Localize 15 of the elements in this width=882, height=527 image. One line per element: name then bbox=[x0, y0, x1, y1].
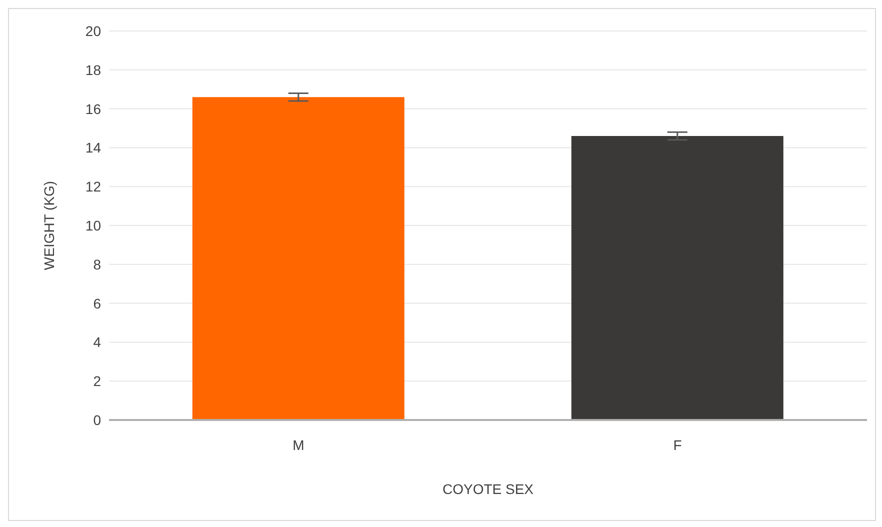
y-tick-label: 6 bbox=[93, 295, 102, 312]
y-tick-label: 10 bbox=[85, 217, 102, 234]
y-tick-label: 2 bbox=[93, 373, 102, 390]
x-tick-label: F bbox=[673, 436, 682, 453]
y-tick-label: 14 bbox=[85, 140, 102, 156]
y-tick-label: 0 bbox=[93, 412, 102, 428]
y-tick-label: 16 bbox=[85, 100, 102, 117]
y-axis-title: WEIGHT (KG) bbox=[40, 180, 57, 270]
y-tick-label: 20 bbox=[85, 22, 102, 39]
y-tick-label: 12 bbox=[85, 178, 102, 195]
y-tick-label: 18 bbox=[85, 62, 102, 78]
y-tick-label: 8 bbox=[93, 256, 102, 272]
y-tick-label: 4 bbox=[93, 334, 102, 350]
x-tick-label: M bbox=[292, 436, 304, 453]
x-axis-title: COYOTE SEX bbox=[442, 481, 534, 497]
